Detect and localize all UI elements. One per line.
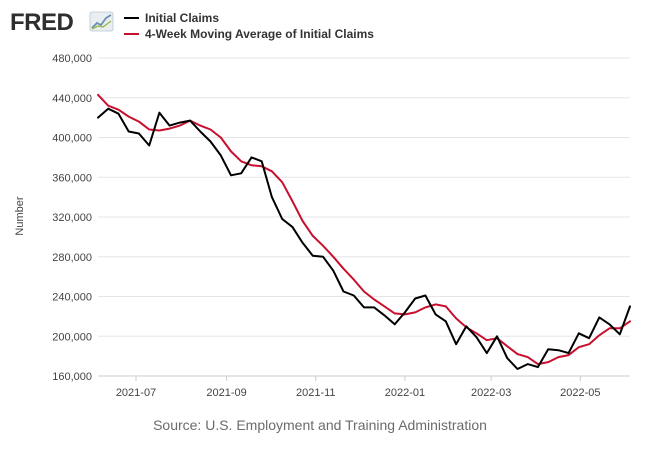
legend-label-moving-average: 4-Week Moving Average of Initial Claims [145, 27, 374, 41]
legend: Initial Claims 4-Week Moving Average of … [124, 11, 374, 41]
logo-text: FRED [10, 9, 74, 36]
x-tick-label: 2022-03 [471, 387, 511, 399]
y-tick-label: 240,000 [52, 292, 92, 304]
y-tick-label: 280,000 [52, 252, 92, 264]
legend-label-initial-claims: Initial Claims [145, 11, 219, 25]
y-axis: 160,000 200,000 240,000 280,000 320,000 360,0… [52, 53, 92, 383]
x-tick-label: 2021-07 [116, 387, 156, 399]
y-tick-label: 160,000 [52, 371, 92, 383]
y-tick-label: 320,000 [52, 212, 92, 224]
x-axis: 2021-07 2021-09 2021-11 2022-01 2022-03 2022-… [98, 375, 630, 399]
source-note: Source: U.S. Employment and Training Adm… [153, 417, 487, 433]
x-tick-label: 2022-01 [385, 387, 425, 399]
series-line-moving-average [97, 93, 631, 366]
x-tick-label: 2021-11 [296, 387, 336, 399]
legend-item-moving-average[interactable]: 4-Week Moving Average of Initial Claims [124, 27, 374, 41]
y-tick-label: 200,000 [52, 331, 92, 343]
y-tick-label: 400,000 [52, 133, 92, 145]
y-tick-label: 480,000 [52, 53, 92, 65]
x-tick-label: 2022-05 [560, 387, 600, 399]
legend-item-initial-claims[interactable]: Initial Claims [124, 11, 219, 25]
x-tick-label: 2021-09 [206, 387, 246, 399]
y-axis-title: Number [14, 196, 26, 235]
line-chart-icon [89, 11, 114, 32]
y-tick-label: 360,000 [52, 172, 92, 184]
fred-logo[interactable]: FRED [10, 9, 114, 36]
plot-area [97, 93, 631, 370]
y-tick-label: 440,000 [52, 93, 92, 105]
gridlines [98, 57, 630, 377]
series-line-initial-claims [97, 107, 631, 370]
